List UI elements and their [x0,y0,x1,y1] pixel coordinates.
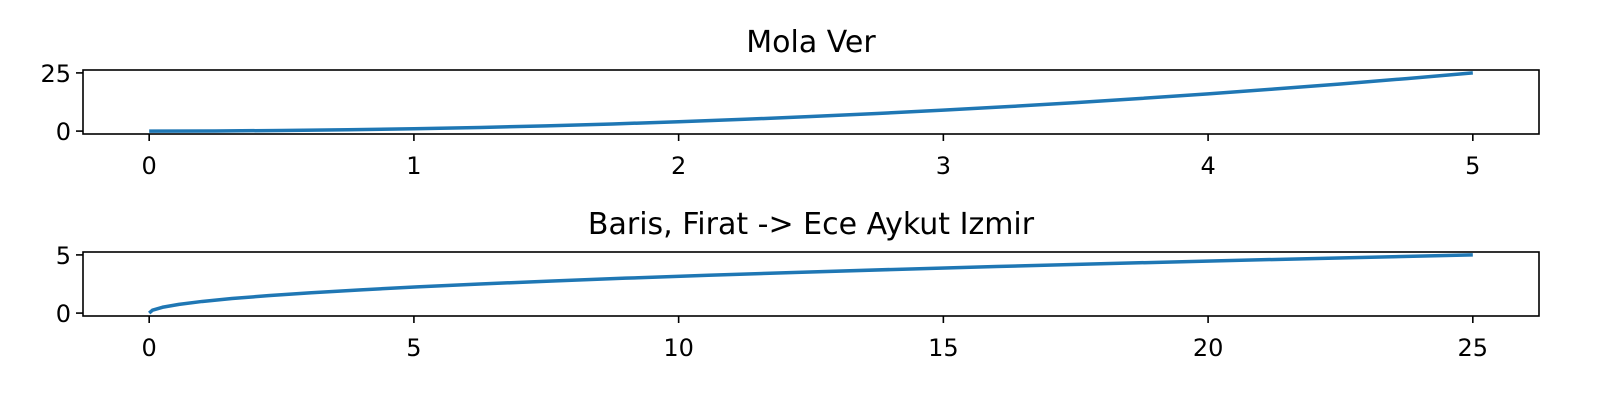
y-tick-label: 0 [56,118,71,146]
x-tick-label: 20 [1193,334,1224,362]
series-line [148,253,1473,315]
x-tick-label: 5 [406,334,421,362]
chart-title: Baris, Firat -> Ece Aykut Izmir [588,207,1035,242]
x-tick-label: 0 [142,334,157,362]
x-tick-label: 25 [1458,334,1489,362]
plot-area [82,69,1540,135]
x-tick-label: 1 [406,152,421,180]
x-tick-label: 4 [1200,152,1215,180]
y-tick-label: 5 [56,242,71,270]
x-tick-label: 5 [1465,152,1480,180]
x-tick-label: 10 [663,334,694,362]
y-tick-label: 0 [56,300,71,328]
plot-area [82,251,1540,317]
x-tick-label: 2 [671,152,686,180]
x-tick-label: 0 [142,152,157,180]
x-tick-label: 15 [928,334,959,362]
subplot-top: Mola Ver 0 1 2 3 4 5 0 25 [40,25,1540,180]
y-tick-label: 25 [40,60,71,88]
chart-title: Mola Ver [746,25,876,60]
subplot-bottom: Baris, Firat -> Ece Aykut Izmir 0 5 10 15 20… [56,207,1540,362]
series-line [149,71,1473,133]
x-tick-label: 3 [936,152,951,180]
